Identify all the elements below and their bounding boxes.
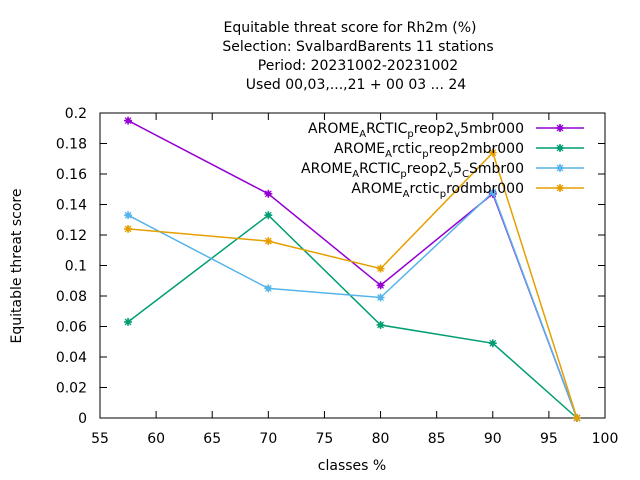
y-tick-label: 0.06 <box>56 320 87 336</box>
x-tick-label: 95 <box>540 431 558 447</box>
y-axis-label: Equitable threat score <box>9 189 25 344</box>
x-tick-label: 55 <box>91 431 109 447</box>
series-4-point <box>572 414 581 422</box>
x-tick-label: 85 <box>428 431 446 447</box>
series-1-point <box>124 116 133 125</box>
series-line-2 <box>127 214 578 419</box>
series-line-3 <box>127 190 578 419</box>
y-tick-label: 0 <box>78 411 87 427</box>
x-tick-label: 70 <box>259 431 277 447</box>
legend-label-4: AROMEArcticprodmbr000 <box>351 181 524 200</box>
y-tick-label: 0.18 <box>56 137 87 153</box>
y-tick-label: 0.08 <box>56 289 87 305</box>
title-line-2: Selection: SvalbardBarents 11 stations <box>222 39 493 55</box>
legend-label-1: AROMEARCTICpreop2v5mbr000 <box>308 121 524 140</box>
legend-marker-1 <box>556 124 564 132</box>
legend-marker-3 <box>556 164 564 172</box>
series-4-point <box>264 237 273 246</box>
legend-marker-4 <box>556 184 564 192</box>
title-line-3: Period: 20231002-20231002 <box>258 58 458 74</box>
y-tick-label: 0.02 <box>56 381 87 397</box>
y-tick-label: 0.1 <box>65 259 87 275</box>
series-2-point <box>124 317 133 326</box>
series-1-point <box>376 281 385 290</box>
chart-title: Equitable threat score for Rh2m (%) Sele… <box>222 20 493 93</box>
legend: AROMEARCTICpreop2v5mbr000AROMEArcticpreo… <box>301 121 584 200</box>
y-tick-label: 0.2 <box>65 106 87 122</box>
x-tick-label: 90 <box>484 431 502 447</box>
title-line-4: Used 00,03,...,21 + 00 03 ... 24 <box>246 77 467 93</box>
y-tick-label: 0.04 <box>56 350 87 366</box>
x-tick-label: 80 <box>372 431 390 447</box>
series-2-point <box>376 320 385 329</box>
legend-label-2: AROMEArcticpreop2mbr000 <box>334 141 524 160</box>
series-2-point <box>264 211 273 220</box>
legend-marker-2 <box>556 144 564 152</box>
x-axis: 55 60 65 70 75 80 85 90 95 100 <box>91 113 618 447</box>
x-tick-label: 75 <box>316 431 334 447</box>
title-line-1: Equitable threat score for Rh2m (%) <box>224 20 477 36</box>
series-4-point <box>488 148 497 157</box>
series-2-point <box>488 339 497 348</box>
series-1-point <box>264 189 273 198</box>
series-3-point <box>124 211 133 220</box>
series-3-point <box>488 188 497 197</box>
x-axis-label: classes % <box>318 458 386 474</box>
y-tick-label: 0.16 <box>56 167 87 183</box>
series-4-point <box>124 224 133 233</box>
x-tick-label: 100 <box>592 431 619 447</box>
legend-label-3: AROMEARCTICpreop2v5CSmbr00 <box>301 161 524 180</box>
y-tick-label: 0.14 <box>56 198 87 214</box>
series-3-point <box>264 284 273 293</box>
y-tick-label: 0.12 <box>56 228 87 244</box>
y-axis: 0 0.02 0.04 0.06 0.08 0.1 0.12 0.14 0.16 0.18 0.2 <box>56 106 605 427</box>
series-layer <box>124 116 581 422</box>
x-tick-label: 60 <box>147 431 165 447</box>
x-tick-label: 65 <box>203 431 221 447</box>
series-4-point <box>376 264 385 273</box>
series-3-point <box>376 293 385 302</box>
